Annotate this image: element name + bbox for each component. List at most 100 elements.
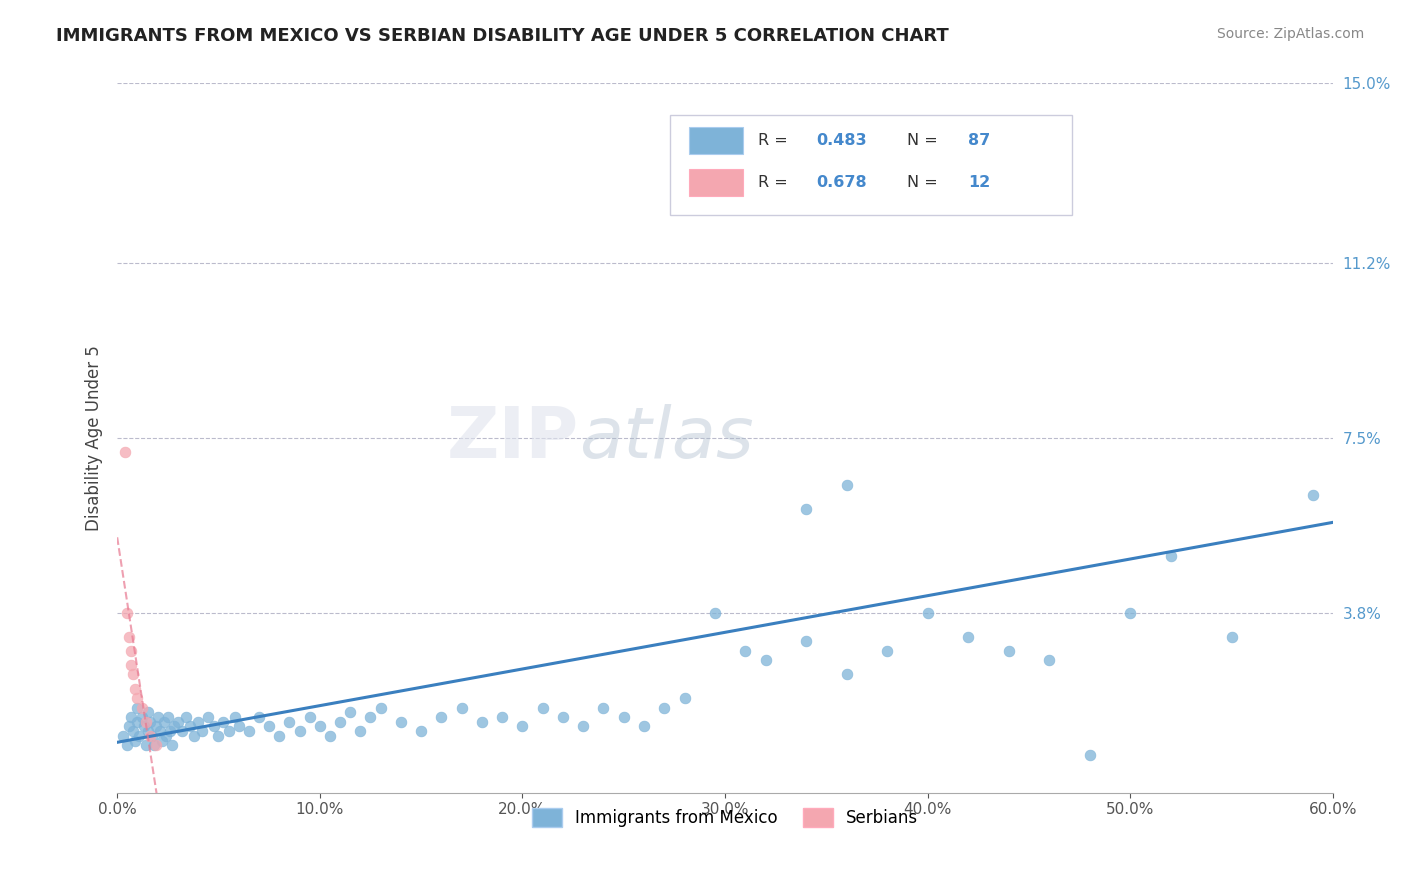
Point [127,691,149,706]
Point [163,719,186,733]
Y-axis label: Disability Age Under 5: Disability Age Under 5 [86,345,103,531]
Point [238,724,260,739]
Point [278,714,301,729]
Point [117,739,139,753]
Point [118,630,141,644]
Point [269,729,291,743]
Point [132,719,155,733]
Point [734,644,756,658]
Point [1078,747,1101,762]
Point [512,719,534,733]
Point [152,714,174,729]
Point [471,714,494,729]
Text: IMMIGRANTS FROM MEXICO VS SERBIAN DISABILITY AGE UNDER 5 CORRELATION CHART: IMMIGRANTS FROM MEXICO VS SERBIAN DISABI… [56,27,949,45]
Point [613,710,636,724]
Point [124,733,146,747]
FancyBboxPatch shape [689,169,744,196]
Point [179,719,201,733]
Point [170,724,193,739]
Point [370,700,392,714]
Point [122,724,145,739]
Point [150,733,173,747]
Point [136,724,159,739]
Text: N =: N = [907,175,943,190]
Point [120,658,142,673]
Point [228,719,250,733]
Point [183,729,205,743]
Point [135,714,157,729]
Point [257,719,280,733]
Point [411,724,433,739]
Text: 87: 87 [969,133,990,148]
Point [138,729,160,743]
Point [430,710,453,724]
Point [156,710,179,724]
Point [112,729,135,743]
Point [349,724,371,739]
Point [835,667,858,681]
Point [308,719,330,733]
Point [1038,653,1060,667]
Legend: Immigrants from Mexico, Serbians: Immigrants from Mexico, Serbians [526,801,925,834]
Point [211,714,233,729]
Point [572,719,595,733]
Point [159,724,181,739]
FancyBboxPatch shape [671,115,1071,215]
Point [288,724,311,739]
Point [329,714,352,729]
Point [450,700,472,714]
Point [703,606,725,620]
Point [247,710,270,724]
Point [204,719,226,733]
Point [160,739,183,753]
Point [835,478,858,492]
Point [136,706,159,720]
Point [1302,488,1324,502]
Text: 0.678: 0.678 [817,175,868,190]
FancyBboxPatch shape [689,127,744,153]
Point [207,729,229,743]
Point [174,710,197,724]
Point [142,739,165,753]
Point [491,710,513,724]
Point [117,606,139,620]
Point [118,719,141,733]
Point [114,445,136,459]
Point [167,714,190,729]
Point [794,634,817,648]
Point [187,714,209,729]
Point [1220,630,1243,644]
Text: R =: R = [758,133,793,148]
Point [755,653,778,667]
Text: Source: ZipAtlas.com: Source: ZipAtlas.com [1216,27,1364,41]
Point [389,714,412,729]
Text: 12: 12 [969,175,990,190]
Point [124,681,146,696]
Point [141,729,163,743]
Point [359,710,381,724]
Point [122,667,145,681]
Point [135,739,157,753]
Text: ZIP: ZIP [447,403,579,473]
Point [128,729,150,743]
Point [197,710,219,724]
Point [339,706,361,720]
Point [957,630,980,644]
Point [298,710,321,724]
Point [673,691,696,706]
Point [997,644,1019,658]
Point [551,710,574,724]
Point [633,719,655,733]
Text: R =: R = [758,175,793,190]
Point [191,724,214,739]
Point [145,739,167,753]
Text: N =: N = [907,133,943,148]
Point [131,700,153,714]
Point [319,729,342,743]
Point [155,729,177,743]
Point [531,700,554,714]
Point [1119,606,1142,620]
Text: 0.483: 0.483 [817,133,868,148]
Point [127,700,149,714]
Point [218,724,240,739]
